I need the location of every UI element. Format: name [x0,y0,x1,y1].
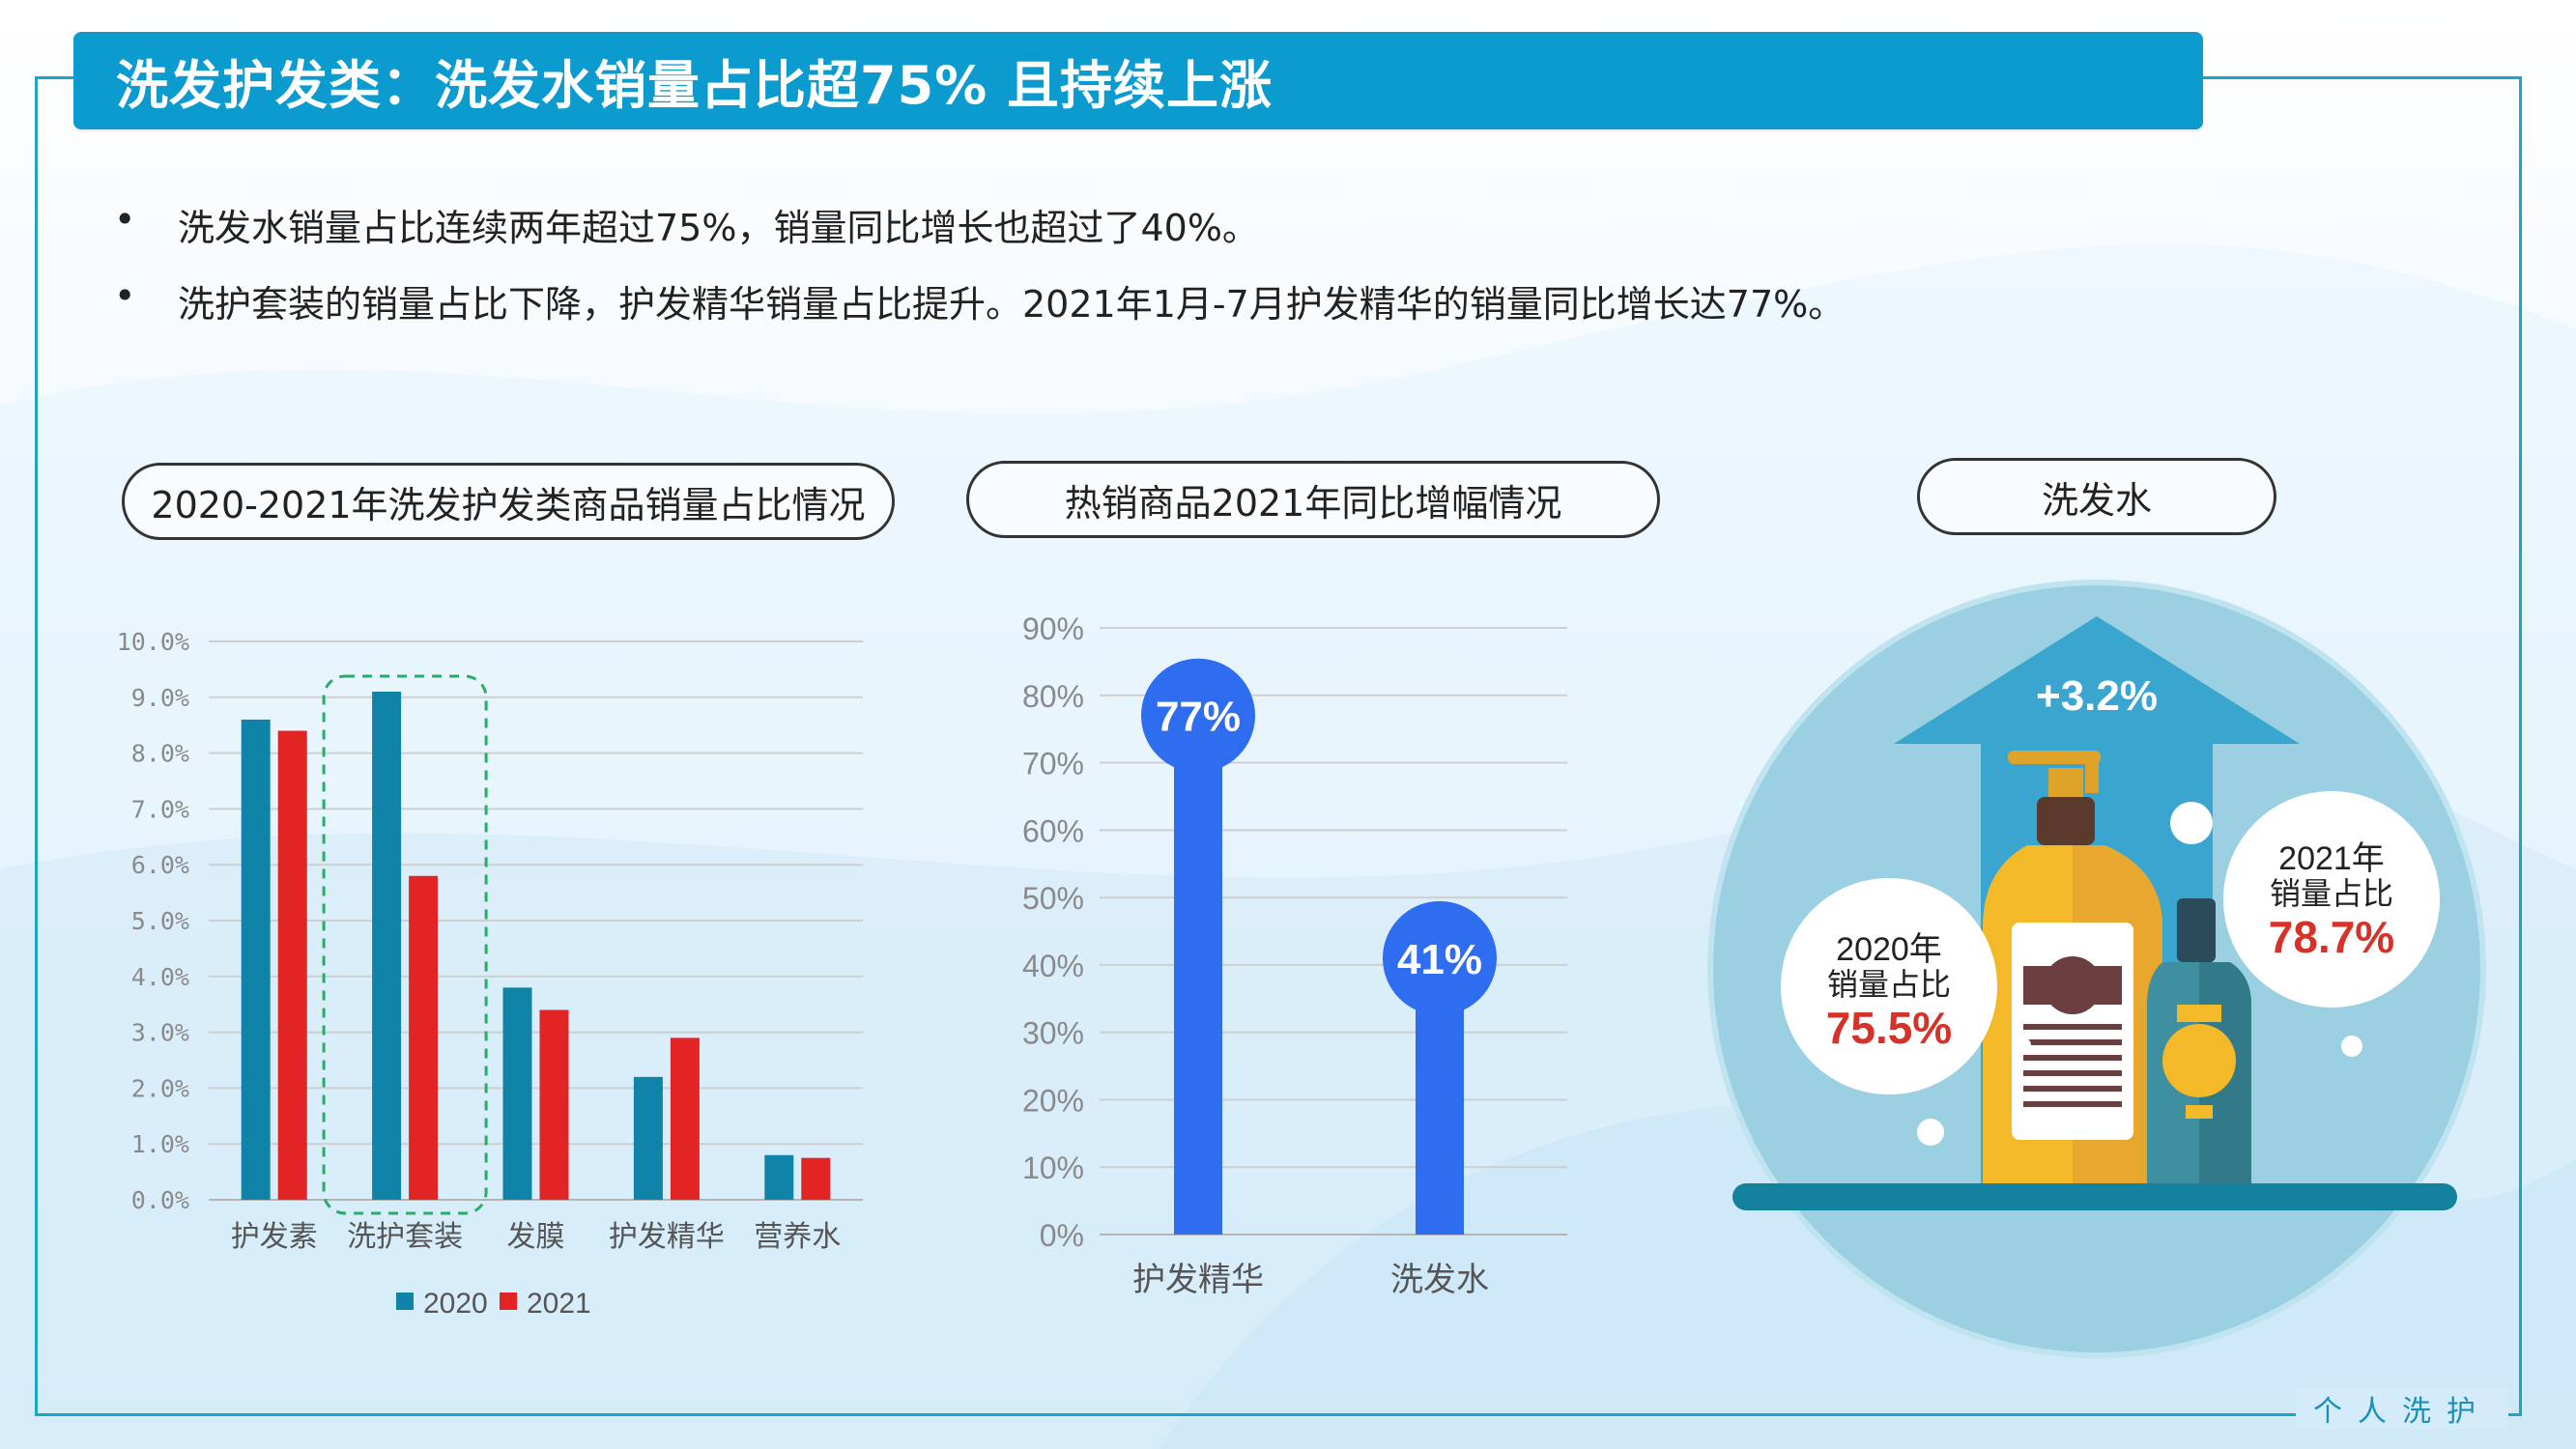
y-tick-label: 10% [1022,1151,1084,1185]
bar-2021 [409,875,439,1200]
badge-2021-year: 2021年 [2278,840,2385,877]
bar-2020 [633,1076,663,1200]
bar-2020 [502,987,532,1200]
y-tick-label: 4.0% [131,963,189,991]
data-label: 41% [1397,936,1482,983]
bar-2020 [764,1154,794,1200]
shelf-base [1732,1183,2457,1210]
y-tick-label: 20% [1022,1083,1084,1118]
data-label: 77% [1156,694,1241,741]
badge-2020: 2020年 销量占比 75.5% [1781,878,1997,1094]
y-tick-label: 50% [1022,881,1084,916]
bubble-icon [2016,1037,2031,1053]
y-tick-label: 9.0% [131,684,189,712]
bubble-icon [2341,1036,2362,1057]
bar-2021 [801,1157,831,1200]
bubble-icon [1917,1119,1944,1146]
share-bar-chart: 0.0% 1.0% 2.0% 3.0% 4.0% 5.0% 6.0% 7.0% 8.0% 9.0%… [117,628,863,1320]
bullet-item: 洗护套装的销量占比下降，护发精华销量占比提升。2021年1月-7月护发精华的销量… [114,274,1845,327]
bar-2020 [241,719,271,1200]
chart1-title: 2020-2021年洗发护发类商品销量占比情况 [122,463,895,540]
title-bar: 洗发护发类：洗发水销量占比超75% 且持续上涨 [73,32,2203,129]
badge-2021-label: 销量占比 [2270,875,2393,912]
x-tick-label: 发膜 [507,1220,565,1254]
y-tick-label: 40% [1022,949,1084,983]
y-tick-label: 0.0% [131,1186,189,1214]
increase-label: +3.2% [2036,672,2158,720]
shampoo-bottle-icon [1983,751,2162,1183]
x-tick-label: 营养水 [754,1220,841,1254]
y-tick-label: 80% [1022,679,1084,714]
y-tick-label: 10.0% [117,628,189,656]
highlight-box [322,674,488,1215]
shampoo-illustration: +3.2% [1707,580,2486,1358]
x-tick-label: 洗护套装 [347,1220,463,1254]
page-title: 洗发护发类：洗发水销量占比超75% 且持续上涨 [116,55,1274,116]
bar-2021 [277,730,307,1200]
y-tick-label: 30% [1022,1016,1084,1051]
y-tick-label: 8.0% [131,740,189,768]
y-tick-label: 90% [1022,611,1084,646]
y-tick-label: 60% [1022,813,1084,848]
bubble-icon [2170,802,2213,844]
y-tick-label: 70% [1022,747,1084,781]
y-tick-label: 6.0% [131,851,189,879]
bar-2021 [670,1037,700,1200]
y-tick-label: 1.0% [131,1130,189,1158]
y-tick-label: 2.0% [131,1074,189,1102]
bar-2020 [372,692,402,1200]
bar-2021 [539,1009,569,1200]
value-bubble [1141,658,1255,773]
chart2-title: 热销商品2021年同比增幅情况 [966,461,1660,538]
badge-2021-value: 78.7% [2269,912,2394,962]
x-tick-label: 护发素 [231,1220,318,1254]
badge-2020-value: 75.5% [1826,1003,1952,1053]
bullet-list: 洗发水销量占比连续两年超过75%，销量同比增长也超过了40%。 洗护套装的销量占… [114,198,1845,351]
y-tick-label: 5.0% [131,907,189,935]
illustration-circle-rim [1707,580,2486,1358]
bar [1174,715,1222,1235]
shampoo-panel-title: 洗发水 [1917,458,2276,535]
legend-swatch [500,1293,517,1310]
bullet-item: 洗发水销量占比连续两年超过75%，销量同比增长也超过了40%。 [114,198,1845,251]
badge-2021: 2021年 销量占比 78.7% [2223,791,2440,1008]
legend-swatch [396,1293,414,1310]
y-tick-label: 7.0% [131,795,189,823]
x-tick-label: 洗发水 [1390,1261,1489,1299]
growth-lollipop-chart: 0% 10% 20% 30% 40% 50% 60% 70% 80% 90% 77% 护发精华 41% 洗… [1022,611,1567,1299]
value-bubble [1383,900,1497,1015]
x-tick-label: 护发精华 [1132,1261,1264,1299]
x-tick-label: 护发精华 [609,1220,725,1254]
footer-label: 个人洗护 [2296,1387,2508,1430]
badge-2020-label: 销量占比 [1827,966,1951,1003]
legend-label: 2020 [423,1288,488,1320]
lotion-bottle-icon [2147,898,2251,1183]
y-tick-label: 3.0% [131,1019,189,1047]
y-tick-label: 0% [1040,1218,1084,1253]
badge-2020-year: 2020年 [1836,931,1942,968]
legend-label: 2021 [527,1288,591,1320]
